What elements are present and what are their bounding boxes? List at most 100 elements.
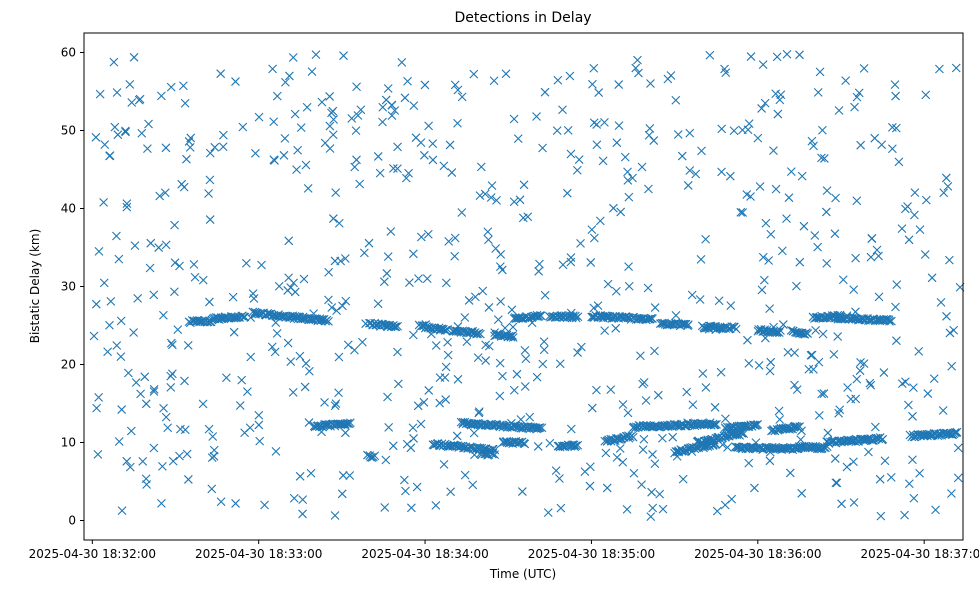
detection-point bbox=[834, 106, 844, 115]
detection-point bbox=[241, 258, 251, 268]
detection-point bbox=[620, 152, 630, 162]
detection-point bbox=[658, 433, 667, 443]
detection-point bbox=[408, 249, 418, 259]
detection-point bbox=[182, 449, 192, 459]
detection-point bbox=[274, 281, 284, 291]
detection-point bbox=[420, 80, 430, 90]
detection-point bbox=[623, 408, 633, 418]
detection-point bbox=[478, 286, 488, 296]
detection-point bbox=[782, 214, 791, 224]
detection-point bbox=[428, 155, 438, 165]
detection-point bbox=[598, 156, 608, 166]
detection-point bbox=[830, 454, 840, 463]
detection-point bbox=[168, 456, 178, 466]
detection-point bbox=[284, 236, 294, 246]
detection-point bbox=[254, 112, 264, 122]
detection-point bbox=[653, 390, 663, 400]
detection-point bbox=[237, 375, 247, 385]
detection-point bbox=[671, 310, 681, 320]
detection-point bbox=[811, 326, 821, 335]
detection-point bbox=[446, 487, 456, 497]
detection-point bbox=[166, 383, 176, 392]
detection-point bbox=[726, 301, 736, 311]
detection-point bbox=[117, 506, 127, 516]
detection-point bbox=[149, 290, 159, 300]
detection-point bbox=[269, 117, 279, 127]
detection-point bbox=[439, 460, 449, 469]
detection-point bbox=[298, 495, 308, 505]
detection-point bbox=[140, 372, 150, 382]
detection-point bbox=[470, 292, 480, 302]
detection-point bbox=[444, 236, 454, 246]
detection-point bbox=[506, 331, 516, 341]
detection-point bbox=[953, 473, 963, 483]
detection-point bbox=[830, 229, 840, 239]
detection-point bbox=[558, 260, 568, 270]
detection-point bbox=[705, 50, 715, 60]
detection-point bbox=[114, 437, 124, 446]
detection-point bbox=[487, 181, 497, 190]
detection-point bbox=[943, 181, 953, 191]
detection-point bbox=[207, 484, 217, 494]
detection-point bbox=[99, 278, 109, 288]
detection-point bbox=[513, 134, 523, 144]
detection-point bbox=[765, 366, 775, 376]
detection-point bbox=[391, 322, 401, 332]
detection-point bbox=[822, 313, 832, 323]
detection-point bbox=[790, 348, 800, 358]
detection-point bbox=[158, 310, 168, 320]
detection-point bbox=[416, 419, 426, 429]
detection-point bbox=[350, 345, 359, 355]
detection-point bbox=[457, 208, 467, 217]
detection-point bbox=[793, 422, 803, 432]
detection-point bbox=[408, 330, 418, 340]
detection-point bbox=[849, 457, 858, 467]
detection-point bbox=[753, 420, 763, 429]
detection-point bbox=[624, 192, 634, 202]
detection-point bbox=[384, 422, 394, 432]
detection-point bbox=[758, 252, 768, 262]
detection-point bbox=[792, 385, 802, 394]
detection-point bbox=[624, 262, 633, 271]
detection-point bbox=[645, 124, 655, 133]
detection-point bbox=[129, 52, 139, 62]
detection-point bbox=[414, 274, 423, 283]
detection-point bbox=[486, 193, 496, 202]
detection-point bbox=[306, 468, 316, 478]
detection-point bbox=[112, 231, 121, 241]
detection-point bbox=[330, 511, 340, 520]
x-tick-label: 2025-04-30 18:35:00 bbox=[528, 547, 655, 561]
detection-point bbox=[388, 441, 398, 451]
detection-point bbox=[343, 419, 353, 428]
detection-point bbox=[334, 388, 343, 398]
detection-point bbox=[341, 428, 350, 438]
detection-point bbox=[770, 328, 780, 337]
detection-point bbox=[480, 189, 490, 199]
detection-point bbox=[915, 225, 925, 235]
detection-point bbox=[311, 50, 321, 60]
detection-point bbox=[298, 509, 307, 519]
detection-point bbox=[757, 285, 767, 295]
detection-point bbox=[100, 140, 110, 150]
detection-point bbox=[759, 275, 769, 285]
detection-point bbox=[710, 420, 720, 430]
detection-point bbox=[330, 256, 340, 266]
detection-point bbox=[545, 438, 555, 448]
detection-point bbox=[637, 162, 647, 172]
detection-point bbox=[588, 79, 597, 89]
detection-point bbox=[286, 357, 296, 367]
detection-point bbox=[878, 434, 888, 444]
detection-point bbox=[295, 351, 305, 361]
detection-point bbox=[353, 111, 363, 120]
detection-point bbox=[325, 121, 335, 131]
detection-point bbox=[841, 76, 851, 86]
detection-point bbox=[947, 489, 956, 498]
detection-point bbox=[254, 420, 264, 430]
detection-point bbox=[498, 371, 507, 381]
detection-point bbox=[89, 331, 99, 341]
detection-point bbox=[555, 474, 564, 483]
detection-point bbox=[178, 81, 188, 91]
detection-point bbox=[890, 80, 900, 89]
detection-point bbox=[875, 474, 885, 484]
detection-point bbox=[175, 451, 184, 461]
